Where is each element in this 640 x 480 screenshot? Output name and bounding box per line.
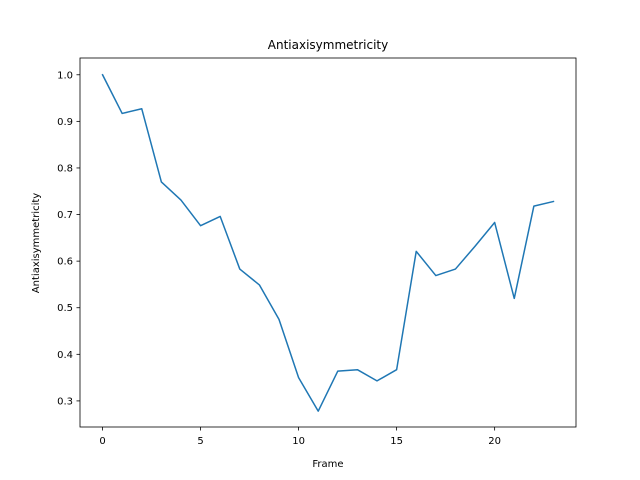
y-tick-label: 0.5 bbox=[57, 303, 73, 314]
y-tick-label: 0.6 bbox=[57, 257, 73, 268]
y-tick-label: 0.8 bbox=[57, 163, 73, 174]
y-tick-label: 0.9 bbox=[57, 117, 73, 128]
axes-frame bbox=[79, 57, 577, 428]
axis-ticks: 0 5 10 15 20 0.3 0.4 0.5 0.6 0.7 0.8 0.9 1.0 bbox=[57, 70, 501, 447]
y-axis-label: Antiaxisymmetricity bbox=[31, 193, 42, 293]
x-tick-label: 5 bbox=[197, 436, 203, 447]
y-tick-label: 1.0 bbox=[57, 70, 73, 81]
series-line-0 bbox=[101, 73, 555, 412]
x-tick-label: 10 bbox=[292, 436, 305, 447]
y-tick-label: 0.7 bbox=[57, 210, 73, 221]
x-tick-label: 0 bbox=[99, 436, 105, 447]
y-tick-label: 0.3 bbox=[57, 396, 73, 407]
chart-title: Antiaxisymmetricity bbox=[268, 38, 388, 52]
plot-area bbox=[79, 57, 577, 428]
x-tick-label: 20 bbox=[488, 436, 501, 447]
y-tick-label: 0.4 bbox=[57, 350, 73, 361]
x-tick-label: 15 bbox=[390, 436, 403, 447]
x-axis-label: Frame bbox=[312, 459, 343, 470]
